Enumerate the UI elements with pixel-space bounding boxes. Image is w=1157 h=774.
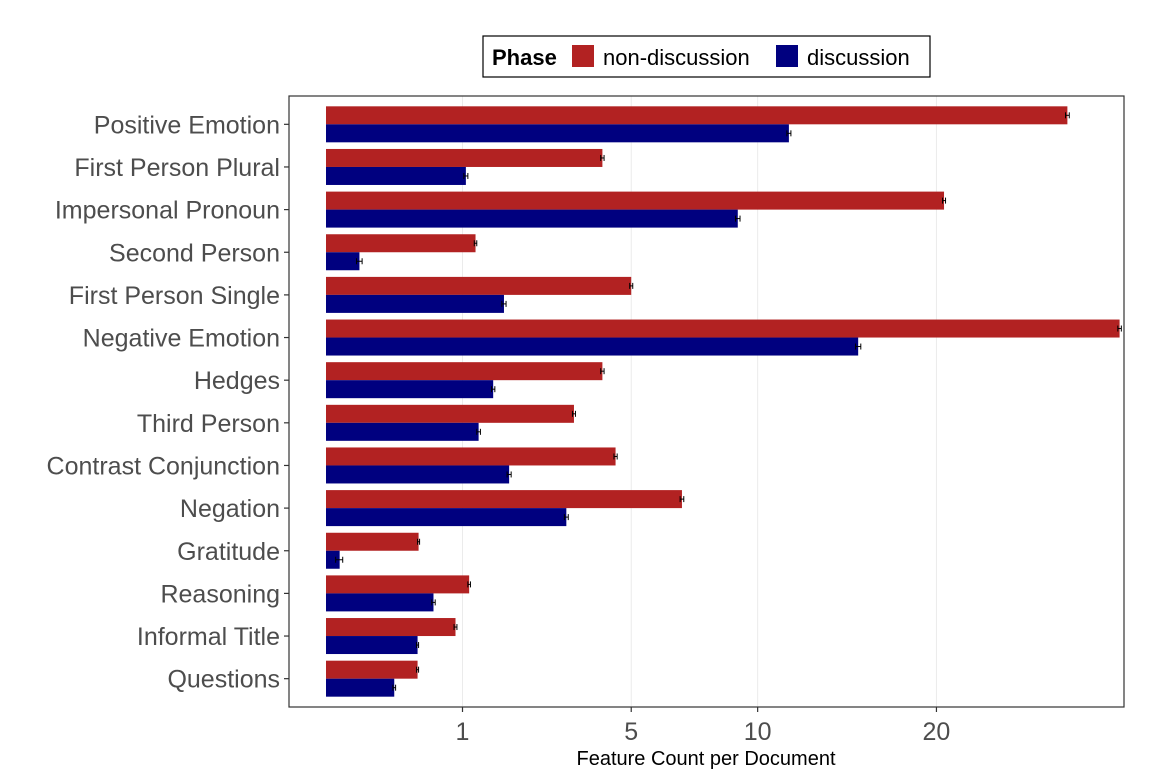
errorbar-non-discussion-positive-emotion — [1064, 112, 1070, 119]
bar-discussion-positive-emotion — [326, 124, 789, 143]
x-tick-label-1: 1 — [456, 718, 470, 746]
bar-non-discussion-third-person — [326, 404, 574, 423]
bar-discussion-third-person — [326, 422, 479, 441]
legend-label-discussion: discussion — [807, 45, 910, 70]
bar-discussion-first-person-plural — [326, 166, 466, 185]
bar-discussion-reasoning — [326, 593, 434, 612]
bar-discussion-questions — [326, 678, 395, 697]
errorbar-discussion-second-person — [356, 258, 363, 265]
bar-non-discussion-negation — [326, 490, 682, 509]
legend-box — [482, 35, 931, 78]
errorbar-discussion-gratitude — [335, 556, 344, 563]
y-tick-label-third-person: Third Person — [137, 410, 280, 438]
errorbar-discussion-contrast-conjunction — [506, 471, 512, 478]
bar-non-discussion-hedges — [326, 362, 603, 381]
bar-discussion-negation — [326, 508, 567, 527]
bar-discussion-contrast-conjunction — [326, 465, 510, 484]
x-tick-label-10: 10 — [744, 718, 772, 746]
y-tick-label-questions: Questions — [167, 666, 280, 694]
y-tick-label-impersonal-pronoun: Impersonal Pronoun — [55, 197, 280, 225]
errorbar-discussion-first-person-single — [501, 300, 507, 307]
y-tick-label-contrast-conjunction: Contrast Conjunction — [47, 452, 280, 480]
plot-panel — [288, 95, 1125, 708]
bar-non-discussion-first-person-single — [326, 276, 632, 295]
legend: Phase non-discussion discussion — [482, 35, 931, 78]
legend-label-non-discussion: non-discussion — [603, 45, 750, 70]
errorbar-discussion-questions — [392, 684, 397, 691]
bar-non-discussion-contrast-conjunction — [326, 447, 616, 466]
errorbar-non-discussion-negative-emotion — [1117, 325, 1122, 332]
errorbar-non-discussion-gratitude — [417, 538, 421, 545]
category-axis: Positive Emotion First Person Plural Imper… — [47, 111, 289, 694]
grid-lines — [462, 96, 937, 707]
errorbar-non-discussion-first-person-single — [629, 282, 634, 289]
y-tick-label-positive-emotion: Positive Emotion — [94, 111, 280, 139]
errorbar-non-discussion-negation — [679, 496, 685, 503]
y-tick-label-negative-emotion: Negative Emotion — [83, 325, 280, 353]
errorbar-non-discussion-impersonal-pronoun — [942, 197, 947, 204]
value-axis: 1 5 10 20 — [456, 707, 951, 746]
bars — [326, 106, 1122, 697]
bar-non-discussion-gratitude — [326, 532, 419, 551]
errorbar-non-discussion-reasoning — [467, 581, 471, 588]
errorbar-discussion-negative-emotion — [855, 343, 862, 350]
errorbar-non-discussion-hedges — [600, 368, 605, 375]
y-tick-label-gratitude: Gratitude — [177, 538, 280, 566]
bar-discussion-impersonal-pronoun — [326, 209, 738, 228]
y-tick-label-informal-title: Informal Title — [137, 623, 280, 651]
errorbar-discussion-positive-emotion — [786, 130, 792, 137]
bar-non-discussion-first-person-plural — [326, 148, 603, 167]
legend-key-discussion — [776, 45, 798, 67]
bar-discussion-informal-title — [326, 636, 418, 655]
y-tick-label-reasoning: Reasoning — [160, 580, 280, 608]
y-tick-label-first-person-plural: First Person Plural — [74, 154, 280, 182]
legend-key-non-discussion — [572, 45, 594, 67]
errorbar-non-discussion-contrast-conjunction — [613, 453, 618, 460]
bar-non-discussion-second-person — [326, 234, 476, 253]
x-axis-title: Feature Count per Document — [576, 748, 835, 770]
bar-non-discussion-positive-emotion — [326, 106, 1068, 125]
errorbar-discussion-informal-title — [416, 642, 420, 649]
errorbar-discussion-hedges — [490, 386, 496, 393]
errorbar-non-discussion-third-person — [571, 410, 576, 417]
errorbar-non-discussion-questions — [416, 666, 420, 673]
y-tick-label-second-person: Second Person — [109, 239, 280, 267]
panel-border — [288, 95, 1125, 708]
x-tick-label-20: 20 — [923, 718, 951, 746]
y-tick-label-negation: Negation — [180, 495, 280, 523]
errorbar-discussion-reasoning — [431, 599, 436, 606]
y-tick-label-hedges: Hedges — [194, 367, 280, 395]
bar-discussion-gratitude — [326, 550, 340, 569]
bar-discussion-second-person — [326, 252, 360, 271]
bar-discussion-first-person-single — [326, 294, 504, 313]
x-tick-label-5: 5 — [624, 718, 638, 746]
bar-non-discussion-informal-title — [326, 618, 456, 637]
errorbar-discussion-negation — [563, 514, 569, 521]
errorbar-non-discussion-first-person-plural — [600, 154, 605, 161]
errorbar-discussion-impersonal-pronoun — [735, 215, 741, 222]
errorbar-non-discussion-second-person — [473, 240, 478, 247]
bar-discussion-negative-emotion — [326, 337, 859, 356]
errorbar-non-discussion-informal-title — [453, 624, 458, 631]
errorbar-discussion-third-person — [476, 428, 481, 435]
bar-non-discussion-impersonal-pronoun — [326, 191, 945, 210]
bar-discussion-hedges — [326, 380, 494, 399]
bar-non-discussion-reasoning — [326, 575, 470, 594]
errorbar-discussion-first-person-plural — [463, 172, 469, 179]
legend-title: Phase — [492, 45, 557, 70]
y-tick-label-first-person-single: First Person Single — [69, 282, 280, 310]
bar-non-discussion-questions — [326, 660, 418, 679]
bar-non-discussion-negative-emotion — [326, 319, 1120, 338]
